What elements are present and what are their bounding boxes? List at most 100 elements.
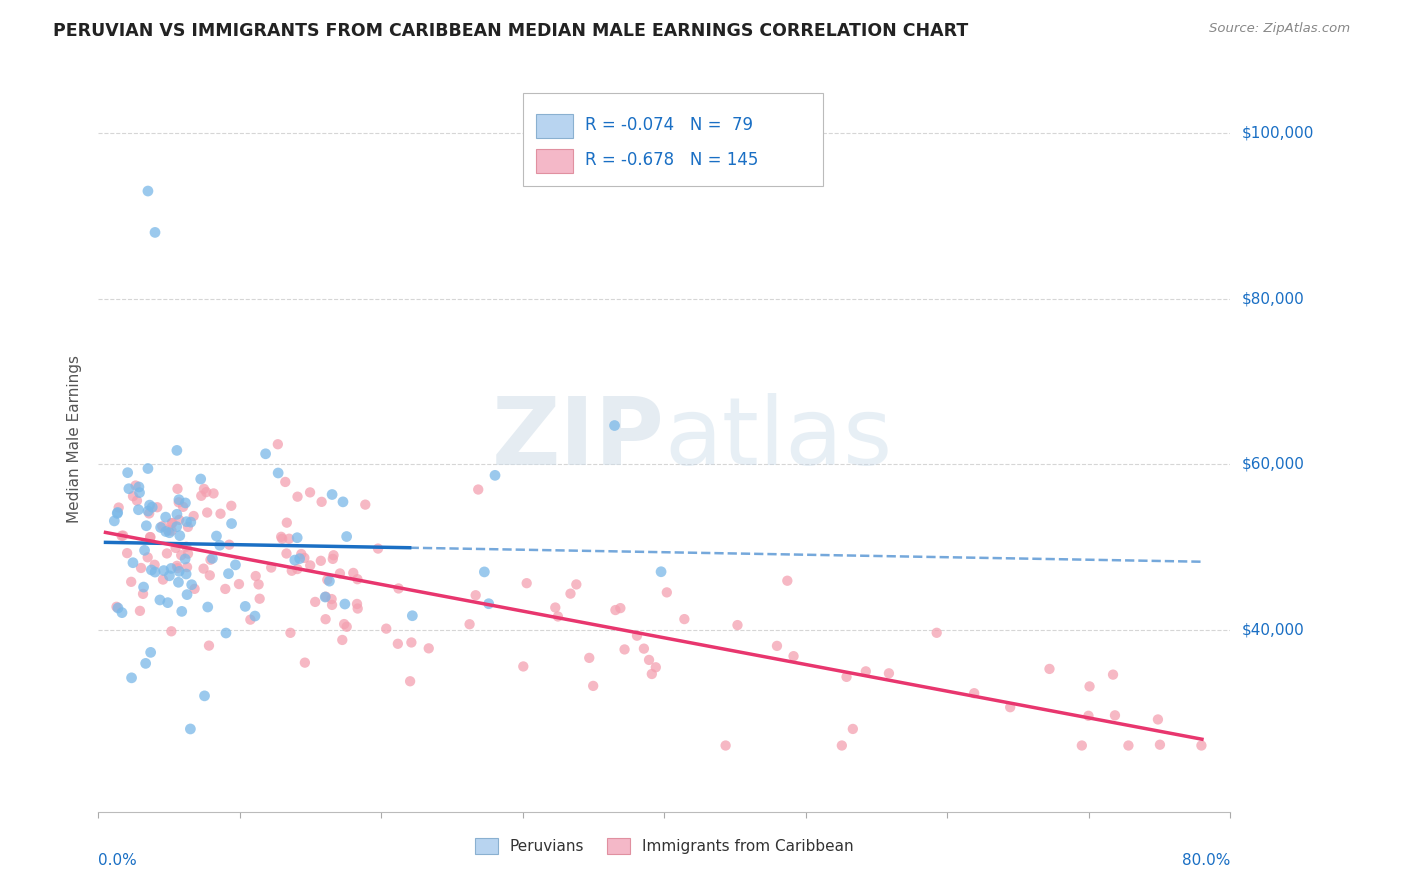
Point xyxy=(299,485,322,500)
Point xyxy=(115,546,138,560)
Point xyxy=(831,739,853,753)
Point xyxy=(655,585,678,599)
Point xyxy=(155,510,177,524)
Point xyxy=(124,478,146,492)
Point xyxy=(285,562,308,576)
Point xyxy=(278,532,301,546)
Point xyxy=(582,679,605,693)
Point xyxy=(136,550,159,565)
Point xyxy=(111,529,134,543)
Point xyxy=(387,637,409,651)
Point xyxy=(245,569,267,583)
Point xyxy=(156,523,179,537)
Point xyxy=(202,486,225,500)
Text: Source: ZipAtlas.com: Source: ZipAtlas.com xyxy=(1209,22,1350,36)
Point xyxy=(176,515,198,529)
Point xyxy=(176,588,198,602)
Point xyxy=(183,582,205,596)
Point xyxy=(169,528,191,542)
Point xyxy=(254,447,277,461)
Point xyxy=(215,626,238,640)
Point xyxy=(330,632,353,647)
Point xyxy=(143,558,166,572)
Point xyxy=(603,418,626,433)
Point xyxy=(998,700,1021,714)
Point xyxy=(128,485,150,500)
Point xyxy=(304,595,326,609)
Point xyxy=(484,468,506,483)
Point xyxy=(195,485,218,500)
Point xyxy=(160,624,183,639)
Point xyxy=(609,601,631,615)
Point xyxy=(1070,739,1092,753)
Point xyxy=(280,625,302,640)
Point xyxy=(638,653,661,667)
Point xyxy=(544,600,567,615)
Text: ZIP: ZIP xyxy=(492,393,665,485)
Point xyxy=(375,622,398,636)
Point xyxy=(162,516,184,530)
Y-axis label: Median Male Earnings: Median Male Earnings xyxy=(67,355,83,524)
Point xyxy=(160,524,183,538)
Point xyxy=(167,492,190,507)
Point xyxy=(214,582,236,596)
Point xyxy=(333,617,356,632)
Point xyxy=(177,547,200,561)
Point xyxy=(117,466,139,480)
Text: $60,000: $60,000 xyxy=(1241,457,1305,472)
Text: $100,000: $100,000 xyxy=(1241,126,1313,141)
Point xyxy=(107,500,129,515)
Point xyxy=(1077,708,1099,723)
Point xyxy=(276,547,298,561)
Point xyxy=(239,613,262,627)
Point xyxy=(125,493,148,508)
Point xyxy=(1038,662,1060,676)
Point xyxy=(176,540,198,554)
Point xyxy=(1118,739,1140,753)
Point xyxy=(170,604,193,618)
Point xyxy=(135,657,157,671)
Point xyxy=(221,499,243,513)
Point xyxy=(179,722,201,736)
Point xyxy=(855,665,877,679)
Point xyxy=(201,551,224,566)
Point xyxy=(129,561,152,575)
Point xyxy=(270,530,292,544)
Point xyxy=(294,656,316,670)
Point xyxy=(111,606,134,620)
Point xyxy=(877,666,900,681)
Point xyxy=(1147,713,1170,727)
Point xyxy=(641,667,664,681)
Point xyxy=(318,574,340,589)
Point xyxy=(285,531,308,545)
Point xyxy=(156,546,179,560)
Point xyxy=(224,558,246,572)
Point xyxy=(346,572,368,586)
Point xyxy=(322,548,344,562)
Point xyxy=(267,466,290,480)
Point xyxy=(766,639,789,653)
Point xyxy=(835,670,858,684)
Text: PERUVIAN VS IMMIGRANTS FROM CARIBBEAN MEDIAN MALE EARNINGS CORRELATION CHART: PERUVIAN VS IMMIGRANTS FROM CARIBBEAN ME… xyxy=(53,22,969,40)
Point xyxy=(156,596,179,610)
Point xyxy=(218,566,240,581)
Point xyxy=(136,504,159,518)
Point xyxy=(166,443,188,458)
Point xyxy=(174,552,197,566)
Point xyxy=(342,566,364,580)
Point xyxy=(613,642,636,657)
Point xyxy=(166,558,188,573)
Point xyxy=(1078,680,1101,694)
Point xyxy=(418,641,440,656)
Point xyxy=(218,538,240,552)
Point xyxy=(174,567,197,582)
Point xyxy=(399,674,422,689)
Point xyxy=(565,577,588,591)
Point xyxy=(177,520,200,534)
Point xyxy=(103,514,125,528)
Point xyxy=(195,506,218,520)
Point xyxy=(155,524,177,539)
Text: 80.0%: 80.0% xyxy=(1182,853,1230,868)
Point xyxy=(143,226,166,240)
Point xyxy=(167,575,190,590)
